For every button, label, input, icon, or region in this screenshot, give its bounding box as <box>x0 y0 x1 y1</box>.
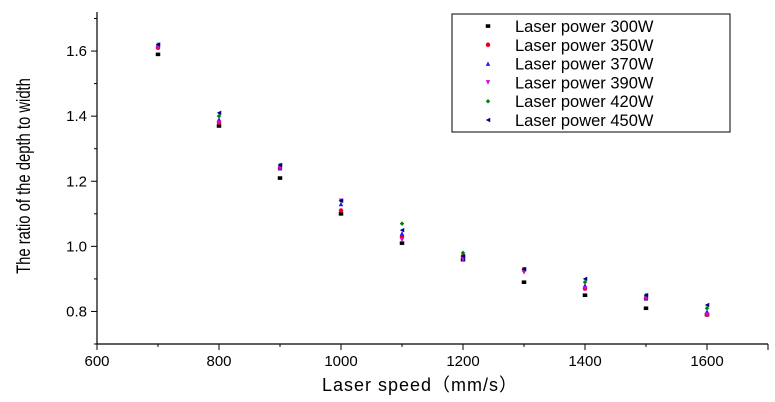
data-point <box>643 306 649 311</box>
x-tick-label: 600 <box>84 353 109 370</box>
x-tick-label: 1000 <box>324 353 357 370</box>
data-point <box>521 270 527 275</box>
data-point <box>704 302 710 308</box>
legend-item: Laser power 390W <box>485 74 654 92</box>
x-tick-label: 800 <box>206 353 231 370</box>
x-axis-title: Laser speed（mm/s） <box>322 375 518 395</box>
data-point <box>399 227 405 233</box>
x-axis-ticks: 600 800 1000 1200 1400 1600 <box>84 344 769 370</box>
data-point <box>582 279 588 285</box>
data-point <box>521 266 527 272</box>
series-4 <box>155 45 710 317</box>
legend-label: Laser power 350W <box>515 37 654 55</box>
data-point <box>155 52 161 57</box>
axes <box>96 12 768 345</box>
y-tick-label: 1.4 <box>66 108 87 125</box>
data-point <box>582 276 588 282</box>
data-point <box>277 162 283 168</box>
data-point <box>399 237 405 243</box>
data-point <box>460 253 466 259</box>
data-point <box>338 201 344 207</box>
legend-label: Laser power 370W <box>515 56 654 74</box>
legend-label: Laser power 450W <box>515 112 654 130</box>
y-tick-label: 1.2 <box>66 173 87 190</box>
data-point <box>338 208 344 213</box>
legend-item: Laser power 450W <box>485 112 654 130</box>
data-point <box>643 296 649 301</box>
data-point <box>704 305 710 311</box>
y-axis-ticks: 0.8 1.0 1.2 1.4 1.6 <box>66 18 97 345</box>
legend-label: Laser power 300W <box>515 18 654 36</box>
data-point <box>399 241 405 245</box>
legend-label: Laser power 390W <box>515 74 654 92</box>
data-point <box>338 212 344 216</box>
legend-item: Laser power 300W <box>485 18 654 36</box>
legend-marker <box>485 42 491 48</box>
data-point <box>277 165 283 171</box>
legend-item: Laser power 420W <box>485 93 654 111</box>
x-tick-label: 1400 <box>568 353 601 370</box>
data-point <box>582 286 588 291</box>
y-tick-label: 1.6 <box>66 43 87 60</box>
y-axis-title: The ratio of the depth to width <box>13 78 34 274</box>
data-point <box>155 45 161 51</box>
data-point <box>399 221 405 226</box>
data-point <box>521 280 527 285</box>
data-point <box>277 176 283 180</box>
data-point <box>704 312 710 317</box>
y-tick-label: 1.0 <box>66 238 87 255</box>
legend-item: Laser power 370W <box>485 56 654 74</box>
data-point <box>643 292 649 298</box>
data-point <box>216 120 222 125</box>
y-tick-label: 0.8 <box>66 303 87 320</box>
legend-marker <box>485 117 491 123</box>
x-tick-label: 1600 <box>690 353 723 370</box>
data-point <box>460 257 466 262</box>
data-point <box>460 250 466 256</box>
legend-box <box>451 13 731 133</box>
legend-marker <box>485 61 491 66</box>
data-point <box>155 42 161 47</box>
legend-marker <box>485 98 491 104</box>
x-tick-label: 1200 <box>446 353 479 370</box>
legend-label: Laser power 420W <box>515 93 654 111</box>
data-points <box>155 42 710 317</box>
data-point <box>338 198 344 204</box>
series-6 <box>155 42 710 308</box>
data-point <box>216 124 222 128</box>
legend-item: Laser power 350W <box>485 37 654 55</box>
data-point <box>216 113 222 119</box>
data-point <box>399 231 405 236</box>
legend-marker <box>485 24 491 28</box>
data-point <box>216 110 222 116</box>
legend-marker <box>485 80 491 85</box>
data-point <box>582 293 588 298</box>
